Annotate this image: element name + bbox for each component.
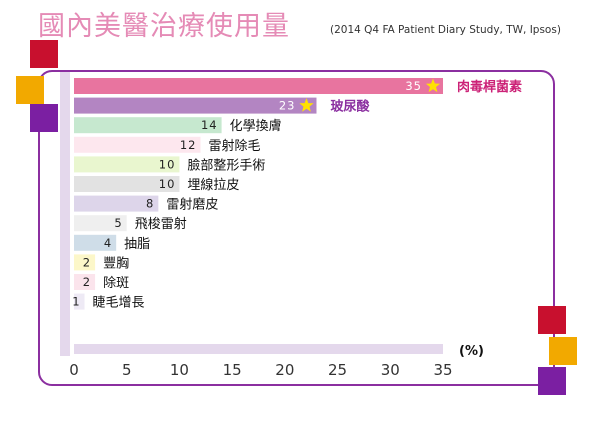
decor-square-purple-bottom xyxy=(538,367,566,395)
value-label: 2 xyxy=(83,275,91,289)
bar xyxy=(74,215,127,232)
bar-category-label: 肉毒桿菌素 xyxy=(457,79,522,95)
bar xyxy=(74,176,180,192)
bar-category-label: 飛梭雷射 xyxy=(135,216,187,232)
bar xyxy=(74,97,317,114)
chart-frame xyxy=(38,70,555,386)
x-tick-label: 20 xyxy=(275,361,294,379)
bar xyxy=(74,156,180,173)
x-tick-label: 25 xyxy=(328,361,347,379)
bar-category-label: 埋線拉皮 xyxy=(187,177,239,193)
bar xyxy=(74,254,96,271)
decor-square-red-top xyxy=(30,40,58,68)
bar xyxy=(74,78,443,94)
decor-square-purple-top xyxy=(30,104,58,132)
bar xyxy=(74,274,96,290)
x-tick-label: 0 xyxy=(69,361,79,379)
decor-square-orange-bottom xyxy=(549,337,577,365)
decor-square-orange-top xyxy=(16,76,44,104)
bar xyxy=(74,195,159,212)
value-label: 12 xyxy=(180,138,197,152)
x-tick-label: 5 xyxy=(122,361,132,379)
value-label: 4 xyxy=(104,236,112,250)
bar-category-label: 化學換膚 xyxy=(230,118,282,134)
bar xyxy=(74,136,201,153)
bar xyxy=(74,234,117,251)
bar-category-label: 雷射除毛 xyxy=(209,138,261,154)
value-label: 35 xyxy=(405,79,422,93)
bar-star-icon xyxy=(299,98,314,112)
bar-category-label: 除斑 xyxy=(103,276,129,291)
value-label: 2 xyxy=(83,255,91,269)
unit-label: (%) xyxy=(459,344,484,359)
bar-category-label: 臉部整形手術 xyxy=(187,158,265,173)
x-tick-label: 30 xyxy=(381,361,400,379)
bar-category-label: 睫毛增長 xyxy=(93,296,145,311)
value-label: 14 xyxy=(201,118,218,132)
value-label: 1 xyxy=(72,295,80,309)
bar-category-label: 抽脂 xyxy=(124,237,150,252)
x-tick-label: 15 xyxy=(223,361,242,379)
value-label: 23 xyxy=(279,99,296,113)
bar-category-label: 玻尿酸 xyxy=(330,99,370,115)
decor-square-red-bottom xyxy=(538,306,566,334)
bar-category-label: 雷射磨皮 xyxy=(166,197,218,213)
value-label: 5 xyxy=(114,216,122,230)
bar xyxy=(74,293,85,310)
y-axis-band xyxy=(60,72,70,356)
value-label: 10 xyxy=(159,177,176,191)
chart-subtitle: (2014 Q4 FA Patient Diary Study, TW, Ips… xyxy=(330,24,561,36)
value-label: 8 xyxy=(146,197,154,211)
value-label: 10 xyxy=(159,157,176,171)
x-axis-band xyxy=(74,344,443,354)
bar-category-label: 豐胸 xyxy=(103,256,129,271)
x-tick-label: 35 xyxy=(433,361,452,379)
chart-title: 國內美醫治療使用量 xyxy=(38,11,290,42)
bar xyxy=(74,117,222,134)
bar-star-icon xyxy=(425,78,441,93)
x-tick-label: 10 xyxy=(170,361,189,379)
